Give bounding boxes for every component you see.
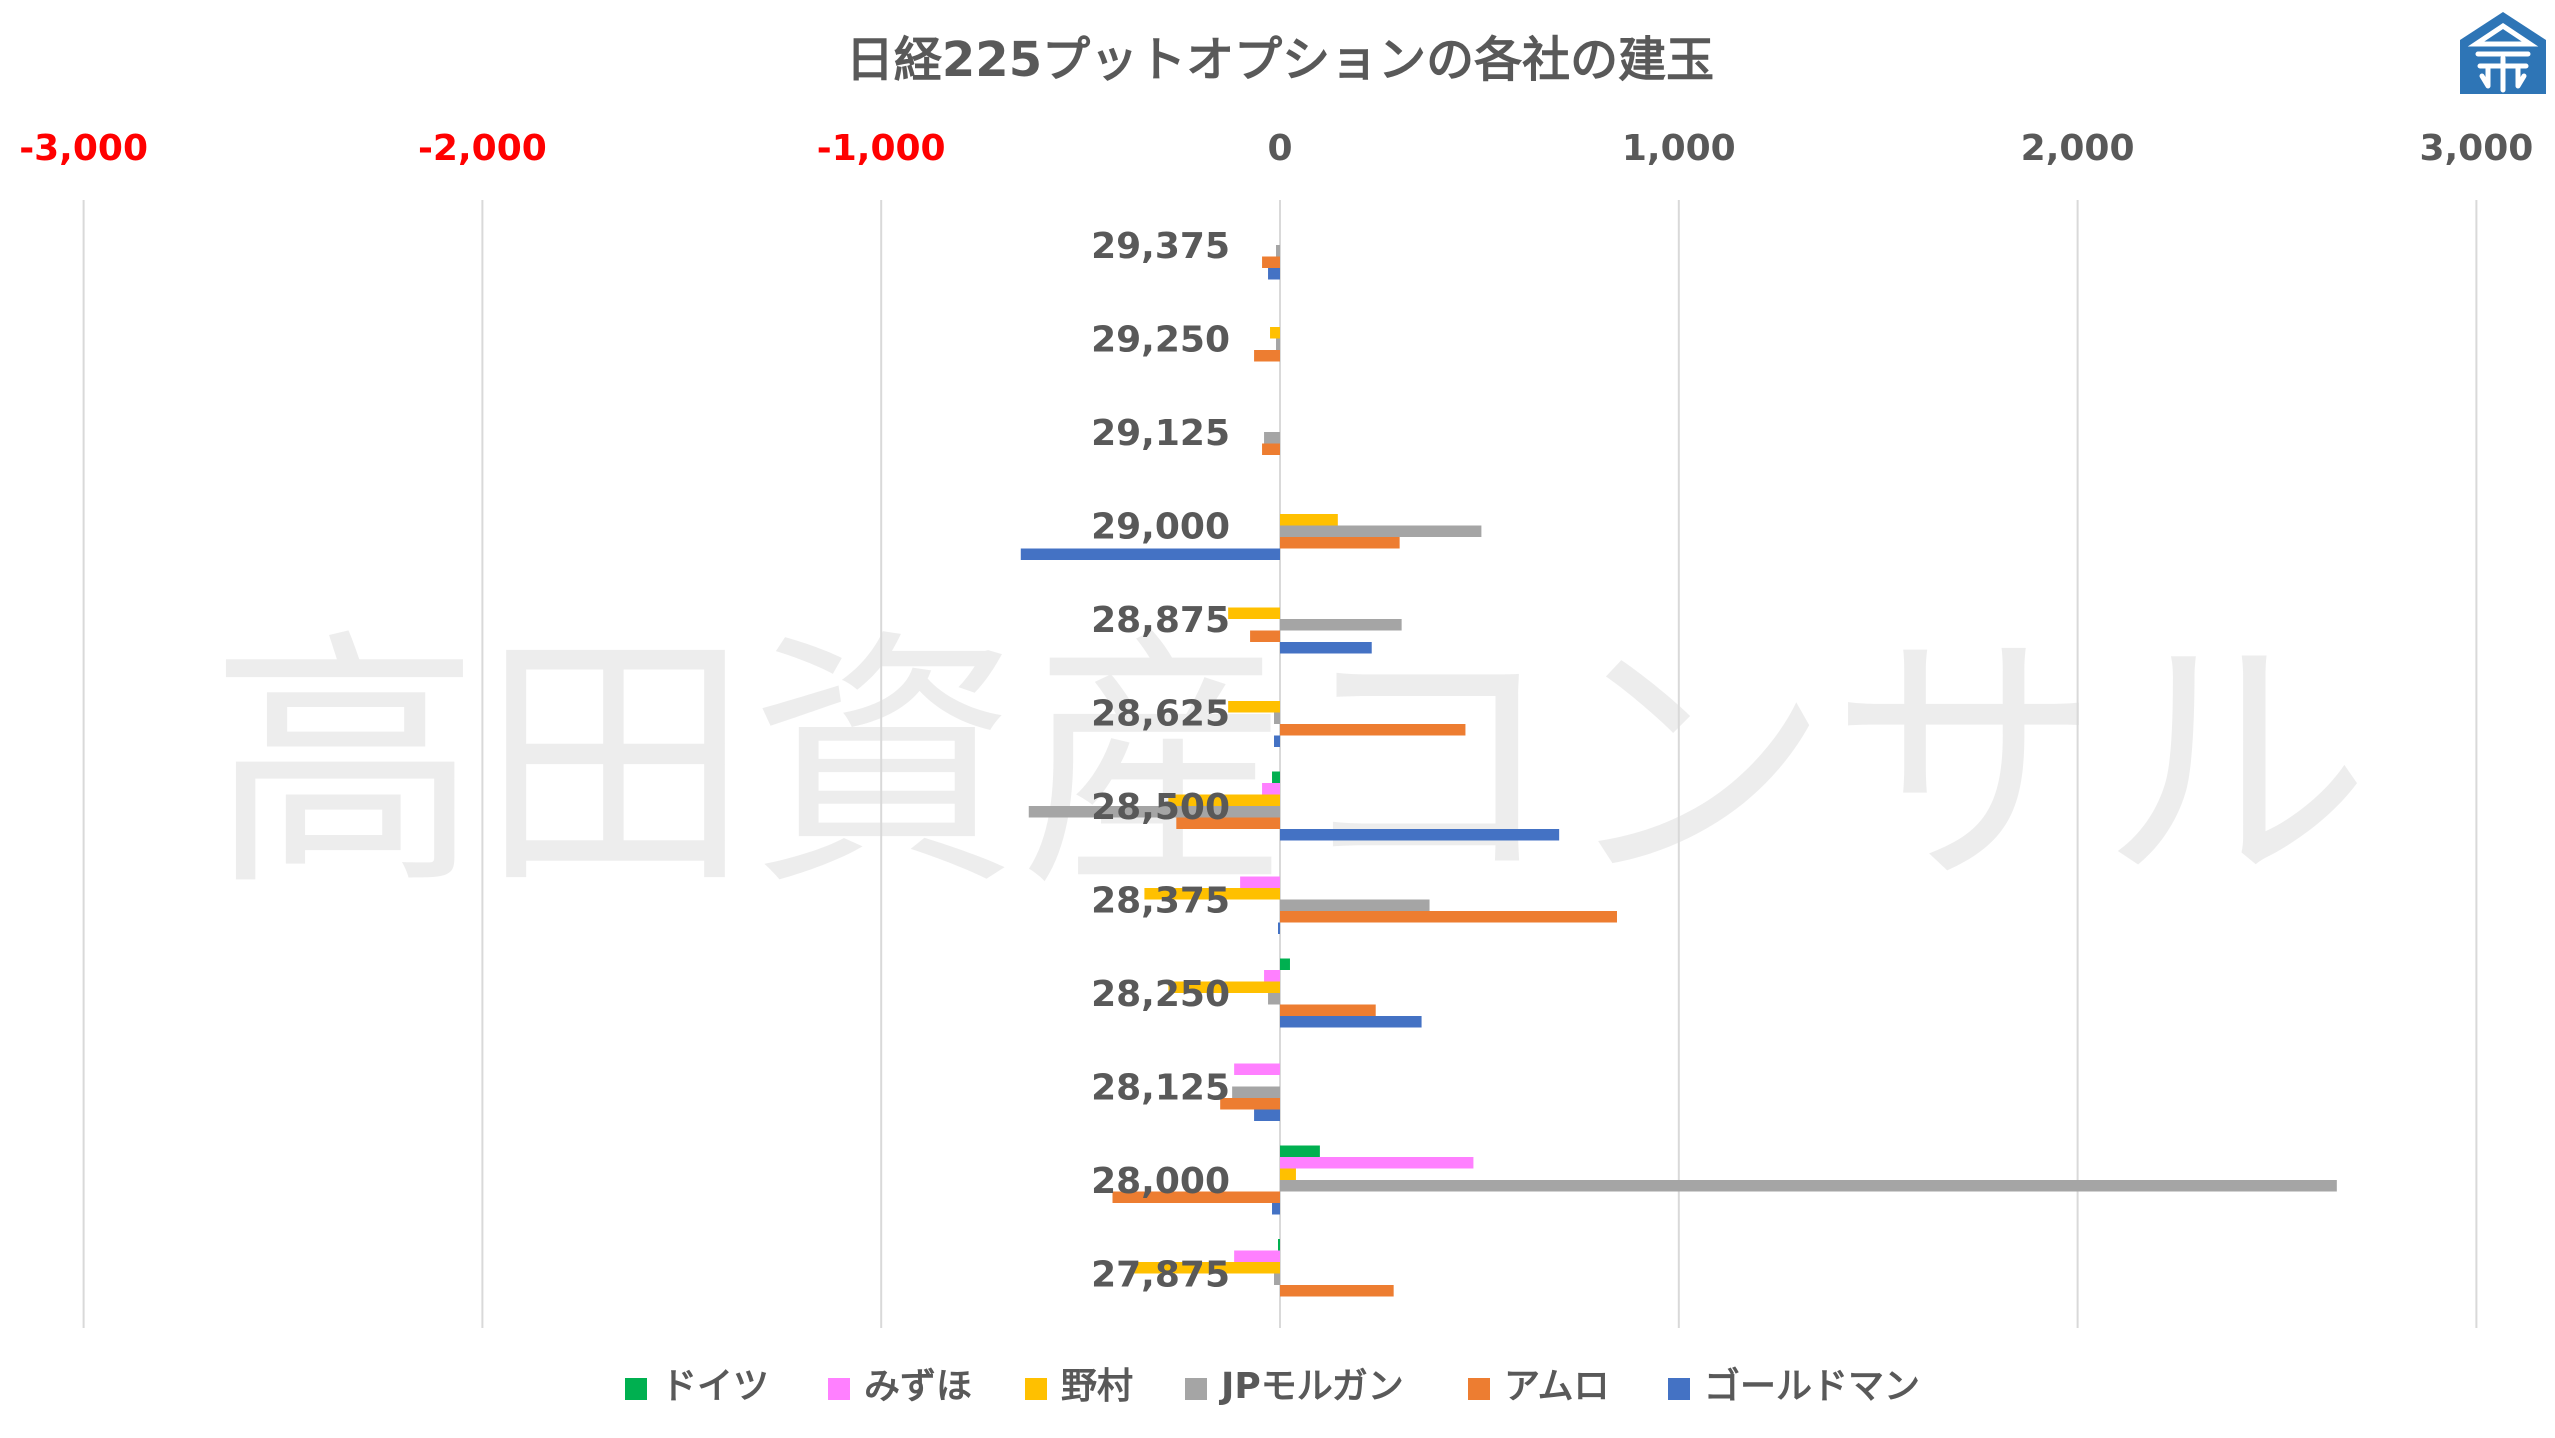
legend-swatch (1185, 1378, 1207, 1400)
bar (1228, 701, 1280, 713)
x-tick-label: -3,000 (19, 128, 148, 169)
x-axis-ticks: -3,000 -2,000 -1,000 0 1,000 2,000 3,000 (19, 128, 2533, 169)
bar (1264, 970, 1280, 982)
bar (1262, 443, 1280, 455)
y-tick-label: 27,875 (1091, 1255, 1230, 1296)
legend-swatch (1025, 1378, 1047, 1400)
y-tick-label: 28,875 (1091, 600, 1230, 641)
bar (1278, 1239, 1280, 1251)
bars (1020, 245, 2337, 1297)
bar (1280, 1145, 1320, 1157)
legend-label: みずほ (864, 1366, 972, 1407)
y-tick-label: 29,375 (1091, 226, 1230, 267)
bar (1280, 829, 1560, 841)
takata-logo (2460, 12, 2546, 94)
x-tick-label: 1,000 (1622, 128, 1736, 169)
bar (1240, 876, 1280, 888)
bar (1234, 1063, 1280, 1075)
bar (1264, 432, 1280, 444)
bar (1274, 1273, 1280, 1285)
bar (1280, 1180, 2337, 1192)
bar (1280, 958, 1290, 970)
chart-title: 日経225プットオプションの各社の建玉 (846, 32, 1714, 88)
y-tick-label: 28,000 (1091, 1161, 1230, 1202)
watermark: 高田資産コンサル (210, 607, 2370, 922)
bar (1274, 735, 1280, 747)
bar (1112, 1191, 1280, 1203)
legend-swatch (1668, 1378, 1690, 1400)
bar (1144, 888, 1280, 900)
x-tick-label: 0 (1267, 128, 1292, 169)
y-tick-label: 28,125 (1091, 1068, 1230, 1109)
x-tick-label: 3,000 (2419, 128, 2533, 169)
bar (1168, 794, 1280, 806)
bar (1220, 1098, 1280, 1110)
legend-label: ゴールドマン (1704, 1365, 1920, 1407)
bar (1278, 922, 1280, 934)
gridlines (82, 200, 2478, 1328)
y-tick-label: 28,250 (1091, 974, 1230, 1015)
legend-label: アムロ (1504, 1366, 1609, 1407)
bar (1234, 1250, 1280, 1262)
bar (1280, 1157, 1474, 1169)
bar (1272, 771, 1280, 783)
bar (1280, 525, 1482, 537)
legend-label: JPモルガン (1218, 1366, 1404, 1407)
bar (1250, 630, 1280, 642)
bar (1280, 1285, 1394, 1297)
bar (1280, 514, 1338, 526)
bar (1280, 1016, 1422, 1028)
bar (1270, 327, 1280, 339)
y-tick-label: 28,625 (1091, 694, 1230, 735)
x-tick-label: -1,000 (817, 128, 946, 169)
x-tick-label: -2,000 (418, 128, 547, 169)
y-tick-label: 29,250 (1091, 320, 1230, 361)
y-axis-ticks: 29,375 29,250 29,125 29,000 28,875 28,625 28,5… (1091, 226, 1230, 1296)
bar (1280, 911, 1617, 923)
legend: ドイツ みずほ 野村 JPモルガン アムロ ゴールドマン (625, 1365, 1920, 1407)
legend-swatch (1468, 1378, 1490, 1400)
bar (1232, 1086, 1280, 1098)
y-tick-label: 29,000 (1091, 507, 1230, 548)
bar (1228, 607, 1280, 619)
bar (1280, 1168, 1296, 1180)
y-tick-label: 28,500 (1091, 787, 1230, 828)
bar (1028, 806, 1280, 818)
legend-swatch (625, 1378, 647, 1400)
y-tick-label: 28,375 (1091, 881, 1230, 922)
legend-label: ドイツ (661, 1366, 769, 1407)
bar (1280, 537, 1400, 549)
bar (1280, 899, 1430, 911)
bar (1280, 642, 1372, 654)
bar (1254, 1109, 1280, 1121)
bar (1276, 338, 1280, 350)
bar (1268, 268, 1280, 280)
bar (1276, 245, 1280, 257)
bar (1274, 712, 1280, 724)
bar (1132, 1262, 1280, 1274)
bar (1280, 724, 1466, 736)
bar (1168, 981, 1280, 993)
legend-swatch (828, 1378, 850, 1400)
bar (1262, 783, 1280, 795)
logo-mark-icon (2467, 22, 2539, 93)
bar (1176, 817, 1280, 829)
bar (1280, 619, 1402, 631)
bar (1280, 1004, 1376, 1016)
bar (1262, 256, 1280, 268)
bar (1254, 350, 1280, 362)
bar (1268, 993, 1280, 1005)
bar (1272, 1203, 1280, 1215)
x-tick-label: 2,000 (2021, 128, 2135, 169)
y-tick-label: 29,125 (1091, 413, 1230, 454)
bar (1020, 548, 1280, 560)
legend-label: 野村 (1061, 1366, 1133, 1407)
